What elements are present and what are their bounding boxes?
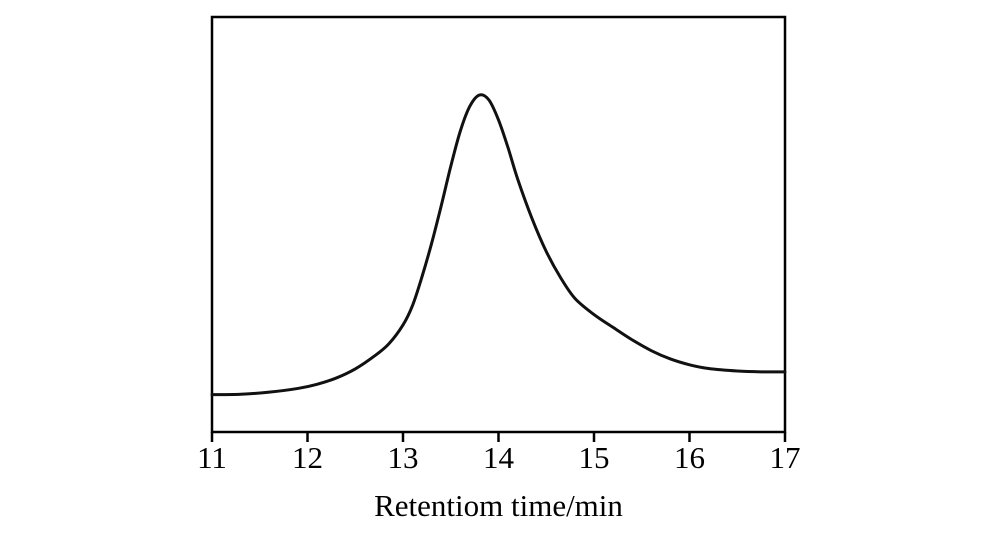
x-axis-tick-label: 13 [387, 440, 419, 475]
x-axis-tick-label: 16 [674, 440, 705, 475]
x-axis-tick-label: 15 [578, 440, 610, 475]
x-axis-tick-label: 11 [197, 440, 227, 475]
plot-border [210, 15, 787, 434]
x-axis-title: Retentiom time/min [374, 488, 623, 523]
x-axis-tick-label: 14 [483, 440, 514, 475]
chromatogram-curve [210, 93, 787, 397]
x-axis-tick-label: 17 [769, 440, 801, 475]
x-axis-ticks [210, 432, 787, 442]
x-axis-tick-label: 12 [292, 440, 323, 475]
